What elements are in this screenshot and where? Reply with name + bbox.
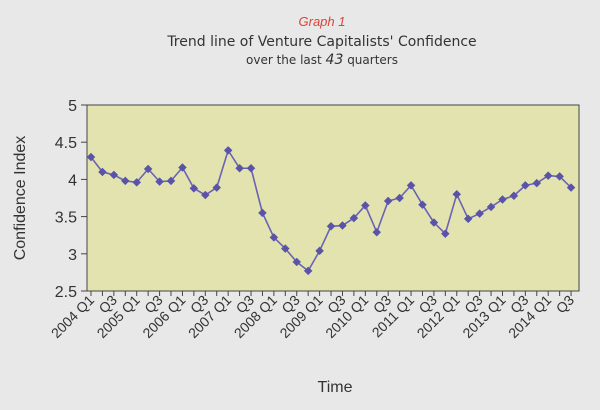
data-point: [566, 183, 576, 192]
data-point: [395, 193, 404, 203]
data-point: [406, 180, 416, 190]
data-point: [555, 172, 564, 181]
data-point: [235, 163, 244, 173]
chart-title: Trend line of Venture Capitalists' Confi…: [166, 34, 476, 50]
data-point: [429, 218, 439, 227]
data-point: [372, 227, 382, 237]
data-point: [98, 167, 107, 177]
data-point: [269, 233, 279, 242]
data-point: [155, 177, 164, 186]
data-point: [132, 178, 142, 187]
data-point: [475, 209, 484, 218]
y-tick-label: 2.5: [55, 284, 77, 301]
data-point: [178, 163, 187, 172]
x-tick-label: Q3: [553, 292, 578, 317]
data-point: [120, 176, 130, 186]
y-axis: 2.5 3 3.5 4 4.5 5: [55, 98, 87, 301]
data-point: [292, 257, 302, 267]
data-point: [109, 170, 119, 180]
series-layer: [86, 146, 576, 276]
y-tick-label: 4: [68, 172, 77, 189]
data-point: [143, 164, 153, 174]
data-point: [486, 202, 496, 212]
data-point: [532, 178, 542, 188]
data-point: [315, 246, 324, 256]
data-point: [498, 195, 507, 204]
y-tick-label: 5: [68, 98, 77, 115]
data-point: [360, 201, 370, 210]
data-point: [189, 183, 199, 193]
data-point: [418, 200, 427, 210]
subtitle-suffix: quarters: [343, 53, 398, 67]
data-point: [440, 229, 450, 239]
subtitle-prefix: over the last: [246, 53, 326, 67]
subtitle-number: 43: [326, 52, 344, 68]
chart-subtitle: over the last 43 quarters: [246, 52, 398, 68]
data-point: [509, 191, 519, 201]
y-axis-label: Confidence Index: [12, 136, 29, 261]
data-point: [86, 152, 96, 162]
graph-number: Graph 1: [299, 14, 346, 29]
data-point: [223, 146, 233, 155]
data-point: [326, 221, 336, 231]
data-point: [280, 244, 290, 253]
data-point: [212, 183, 222, 192]
data-point: [338, 221, 347, 230]
data-point: [246, 163, 256, 173]
data-point: [166, 176, 176, 186]
plot-area: [86, 104, 580, 292]
y-tick-label: 3: [68, 247, 77, 264]
data-point: [452, 189, 462, 199]
data-point: [349, 213, 359, 223]
data-point: [463, 214, 473, 224]
data-point: [303, 266, 313, 276]
data-point: [520, 180, 530, 190]
y-tick-label: 3.5: [55, 210, 77, 227]
x-axis-label: Time: [318, 379, 353, 396]
data-point: [258, 208, 267, 218]
data-point: [383, 196, 393, 206]
data-point: [200, 190, 210, 200]
y-tick-label: 4.5: [55, 135, 77, 152]
data-point: [543, 171, 553, 181]
